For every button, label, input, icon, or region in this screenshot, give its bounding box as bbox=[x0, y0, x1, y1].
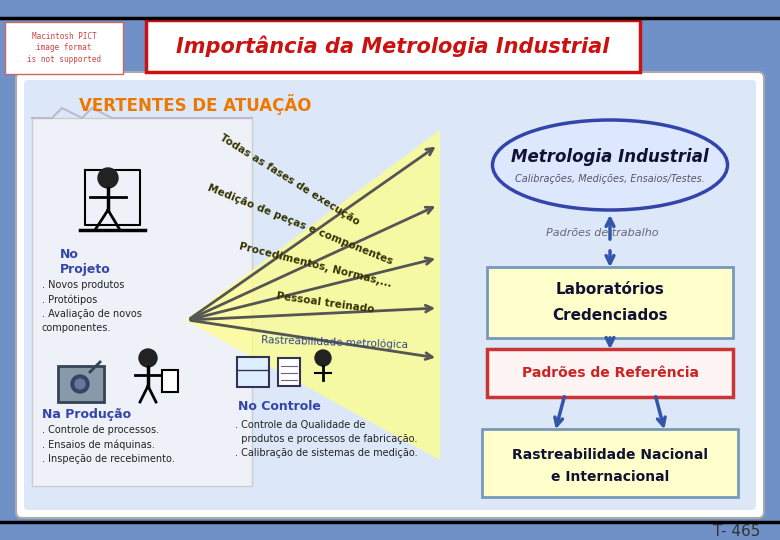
FancyBboxPatch shape bbox=[5, 22, 123, 74]
Text: No Controle: No Controle bbox=[238, 400, 321, 413]
Polygon shape bbox=[185, 130, 440, 460]
Text: Metrologia Industrial: Metrologia Industrial bbox=[511, 148, 709, 166]
Text: Padrões de trabalho: Padrões de trabalho bbox=[546, 228, 658, 238]
Circle shape bbox=[139, 349, 157, 367]
Circle shape bbox=[315, 350, 331, 366]
Text: Rastreabilidade Nacional: Rastreabilidade Nacional bbox=[512, 448, 708, 462]
Circle shape bbox=[71, 375, 89, 393]
Text: Rastreabilidade metrológica: Rastreabilidade metrológica bbox=[261, 334, 409, 350]
Text: No
Projeto: No Projeto bbox=[60, 248, 111, 276]
FancyBboxPatch shape bbox=[24, 80, 756, 510]
Text: Pessoal treinado: Pessoal treinado bbox=[275, 291, 374, 315]
Circle shape bbox=[75, 379, 85, 389]
Text: . Novos produtos
. Protótipos
. Avaliação de novos
componentes.: . Novos produtos . Protótipos . Avaliaçã… bbox=[42, 280, 142, 333]
Text: Na Produção: Na Produção bbox=[42, 408, 131, 421]
Text: VERTENTES DE ATUAÇÃO: VERTENTES DE ATUAÇÃO bbox=[79, 94, 311, 116]
Text: Importância da Metrologia Industrial: Importância da Metrologia Industrial bbox=[176, 35, 610, 57]
FancyBboxPatch shape bbox=[146, 20, 640, 72]
Circle shape bbox=[98, 168, 118, 188]
FancyBboxPatch shape bbox=[16, 72, 764, 518]
Text: . Controle de processos.
. Ensaios de máquinas.
. Inspeção de recebimento.: . Controle de processos. . Ensaios de má… bbox=[42, 425, 175, 464]
FancyBboxPatch shape bbox=[482, 429, 738, 497]
Text: Procedimentos, Normas,...: Procedimentos, Normas,... bbox=[238, 241, 392, 289]
Ellipse shape bbox=[492, 120, 728, 210]
Text: Calibrações, Medições, Ensaios/Testes.: Calibrações, Medições, Ensaios/Testes. bbox=[515, 174, 705, 184]
FancyBboxPatch shape bbox=[487, 349, 733, 397]
Text: Medição de peças e componentes: Medição de peças e componentes bbox=[206, 183, 394, 267]
Text: T- 465: T- 465 bbox=[713, 524, 760, 539]
Text: . Controle da Qualidade de
  produtos e processos de fabricação.
. Calibração de: . Controle da Qualidade de produtos e pr… bbox=[235, 420, 417, 458]
FancyBboxPatch shape bbox=[58, 366, 104, 402]
Polygon shape bbox=[162, 370, 178, 392]
Text: Todas as fases de execução: Todas as fases de execução bbox=[218, 133, 362, 227]
Text: Macintosh PICT
image format
is not supported: Macintosh PICT image format is not suppo… bbox=[27, 32, 101, 64]
Text: Credenciados: Credenciados bbox=[552, 308, 668, 323]
Polygon shape bbox=[278, 358, 300, 386]
Text: Laboratórios: Laboratórios bbox=[555, 282, 665, 298]
FancyBboxPatch shape bbox=[237, 357, 269, 387]
Text: Padrões de Referência: Padrões de Referência bbox=[522, 366, 699, 380]
FancyBboxPatch shape bbox=[487, 267, 733, 338]
Text: e Internacional: e Internacional bbox=[551, 470, 669, 484]
FancyBboxPatch shape bbox=[32, 118, 252, 486]
